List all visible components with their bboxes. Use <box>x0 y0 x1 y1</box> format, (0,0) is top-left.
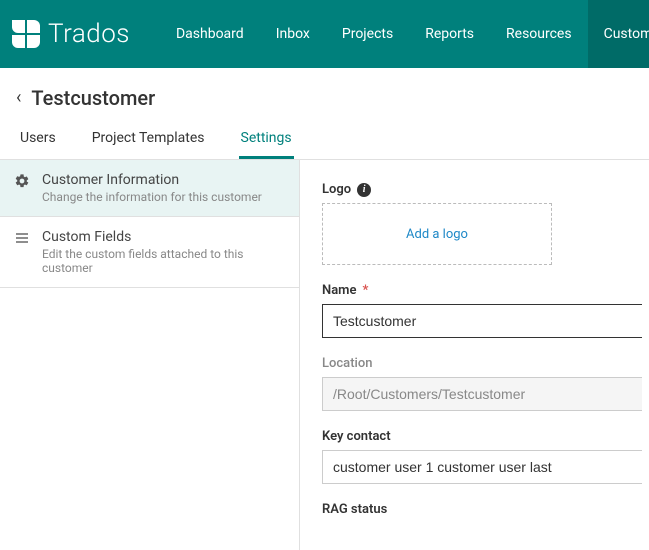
sidebar-item-custom-fields[interactable]: Custom Fields Edit the custom fields att… <box>0 217 299 288</box>
field-key-contact: Key contact <box>322 429 649 484</box>
nav-item-customers[interactable]: Customers <box>588 0 649 68</box>
tab-settings[interactable]: Settings <box>239 124 294 159</box>
field-name: Name * <box>322 283 649 338</box>
page-title: Testcustomer <box>31 86 155 110</box>
gear-icon <box>14 173 32 204</box>
required-indicator: * <box>362 283 368 298</box>
info-icon[interactable]: i <box>357 183 371 197</box>
logo-label: Logo i <box>322 182 649 197</box>
tab-users[interactable]: Users <box>18 124 58 159</box>
sidebar-item-title: Custom Fields <box>42 229 285 245</box>
name-label: Name * <box>322 283 649 298</box>
location-label: Location <box>322 356 649 371</box>
nav-item-inbox[interactable]: Inbox <box>260 0 326 68</box>
back-chevron-icon[interactable]: ‹ <box>16 89 21 107</box>
nav-item-dashboard[interactable]: Dashboard <box>160 0 260 68</box>
rag-label: RAG status <box>322 502 649 517</box>
main-panel: Logo i Add a logo Name * Location Key co… <box>300 160 649 550</box>
nav-items: Dashboard Inbox Projects Reports Resourc… <box>160 0 649 68</box>
content: Customer Information Change the informat… <box>0 160 649 550</box>
name-label-text: Name <box>322 283 356 298</box>
keycontact-input[interactable] <box>322 450 642 484</box>
location-input <box>322 377 642 411</box>
sidebar-item-desc: Edit the custom fields attached to this … <box>42 247 285 275</box>
name-input[interactable] <box>322 304 642 338</box>
brand-logo-mark <box>12 20 40 48</box>
keycontact-label: Key contact <box>322 429 649 444</box>
top-nav: Trados Dashboard Inbox Projects Reports … <box>0 0 649 68</box>
nav-item-resources[interactable]: Resources <box>490 0 588 68</box>
brand-name: Trados <box>48 19 130 49</box>
nav-item-projects[interactable]: Projects <box>326 0 409 68</box>
nav-item-reports[interactable]: Reports <box>409 0 490 68</box>
sidebar-item-title: Customer Information <box>42 172 262 188</box>
list-icon <box>14 230 32 275</box>
tabs: Users Project Templates Settings <box>0 118 649 160</box>
sidebar-item-desc: Change the information for this customer <box>42 190 262 204</box>
field-location: Location <box>322 356 649 411</box>
logo-label-text: Logo <box>322 182 351 197</box>
settings-sidebar: Customer Information Change the informat… <box>0 160 300 550</box>
add-logo-dropzone[interactable]: Add a logo <box>322 203 552 265</box>
add-logo-cta: Add a logo <box>406 227 468 242</box>
brand-logo[interactable]: Trados <box>12 19 130 49</box>
page-header: ‹ Testcustomer <box>0 68 649 118</box>
sidebar-item-customer-information[interactable]: Customer Information Change the informat… <box>0 160 299 217</box>
field-logo: Logo i Add a logo <box>322 182 649 265</box>
field-rag-status: RAG status <box>322 502 649 517</box>
tab-project-templates[interactable]: Project Templates <box>90 124 207 159</box>
